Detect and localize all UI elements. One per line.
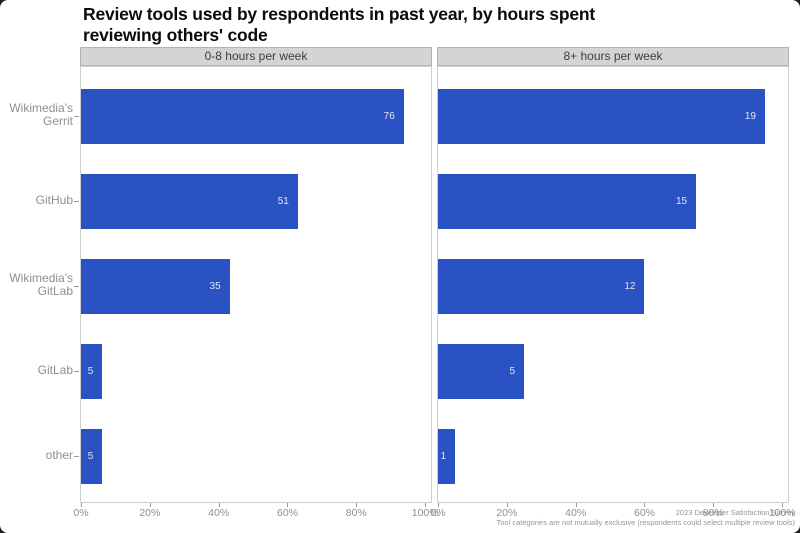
bar-value-label: 51 xyxy=(277,196,289,207)
x-axis-tick xyxy=(356,503,358,507)
bar-value-label: 5 xyxy=(509,366,516,377)
x-axis-tick-label: 20% xyxy=(496,507,518,519)
x-axis-tick xyxy=(149,503,151,507)
x-axis-tick-label: 80% xyxy=(345,507,367,519)
x-axis-tick-label: 80% xyxy=(702,507,724,519)
x-axis-tick-label: 0% xyxy=(430,507,446,519)
x-axis-tick-label: 20% xyxy=(139,507,161,519)
x-axis-tick xyxy=(713,503,715,507)
chart-title: Review tools used by respondents in past… xyxy=(83,4,783,47)
chart-title-line-1: Review tools used by respondents in past… xyxy=(83,4,595,24)
x-axis-tick-label: 40% xyxy=(208,507,230,519)
bar-value-label: 5 xyxy=(87,451,94,462)
x-axis-tick-label: 100% xyxy=(768,507,796,519)
x-axis-tick xyxy=(218,503,220,507)
bar-other: 5 xyxy=(81,429,103,484)
x-axis-tick-label: 0% xyxy=(73,507,89,519)
y-axis-tick xyxy=(74,455,79,457)
y-axis-tick xyxy=(74,200,79,202)
y-axis-label-other: other xyxy=(45,447,73,462)
x-axis-tick xyxy=(782,503,784,507)
bar-github: 51 xyxy=(81,174,298,229)
y-axis-label-gitlab: GitLab xyxy=(37,362,73,377)
footnote-source: 2023 Developer Satisfaction Survey xyxy=(675,508,795,517)
y-axis-tick xyxy=(74,115,79,117)
x-axis-tick xyxy=(575,503,577,507)
facet-strip-8-hours-per-week: 8+ hours per week xyxy=(437,47,789,66)
facet-strip-0-8-hours-per-week: 0-8 hours per week xyxy=(80,47,432,66)
bar-wikimedia-s-gerrit: 76 xyxy=(81,89,404,144)
bar-gitlab: 5 xyxy=(438,344,525,399)
footnote-note: Tool categories are not mutually exclusi… xyxy=(496,517,795,527)
facet-plot-8-hours-per-week: 19 15 12 5 1 xyxy=(437,66,789,503)
facet-plot-0-8-hours-per-week: 76 51 35 5 5 xyxy=(80,66,432,503)
x-axis-tick-label: 100% xyxy=(411,507,439,519)
y-axis-label-wikimedia-s-gerrit: Wikimedia's Gerrit xyxy=(9,100,73,129)
bar-wikimedia-s-gitlab: 35 xyxy=(81,259,230,314)
x-axis-tick-label: 60% xyxy=(633,507,655,519)
y-axis-label-wikimedia-s-gitlab: Wikimedia's GitLab xyxy=(9,270,73,299)
x-axis-tick-label: 40% xyxy=(565,507,587,519)
x-axis-tick xyxy=(644,503,646,507)
y-axis-label-github: GitHub xyxy=(35,192,73,207)
bar-gitlab: 5 xyxy=(81,344,103,399)
x-axis-tick-label: 60% xyxy=(276,507,298,519)
bar-wikimedia-s-gerrit: 19 xyxy=(438,89,765,144)
y-axis-tick xyxy=(74,370,79,372)
x-axis-tick xyxy=(438,503,439,507)
x-axis-tick xyxy=(506,503,508,507)
footnote: 2023 Developer Satisfaction Survey Tool … xyxy=(497,508,795,528)
bar-value-label: 76 xyxy=(383,111,395,122)
x-axis-tick xyxy=(287,503,289,507)
bar-value-label: 35 xyxy=(209,281,221,292)
bar-value-label: 12 xyxy=(624,281,636,292)
x-axis-tick xyxy=(425,503,427,507)
bar-github: 15 xyxy=(438,174,697,229)
y-axis-tick xyxy=(74,285,79,287)
bar-value-label: 5 xyxy=(87,366,94,377)
bar-wikimedia-s-gitlab: 12 xyxy=(438,259,645,314)
chart-title-line-2: reviewing others' code xyxy=(83,25,268,46)
bar-value-label: 1 xyxy=(440,451,447,462)
bar-other: 1 xyxy=(438,429,456,484)
x-axis-tick xyxy=(81,503,82,507)
bar-value-label: 19 xyxy=(744,111,756,122)
bar-value-label: 15 xyxy=(675,196,688,207)
